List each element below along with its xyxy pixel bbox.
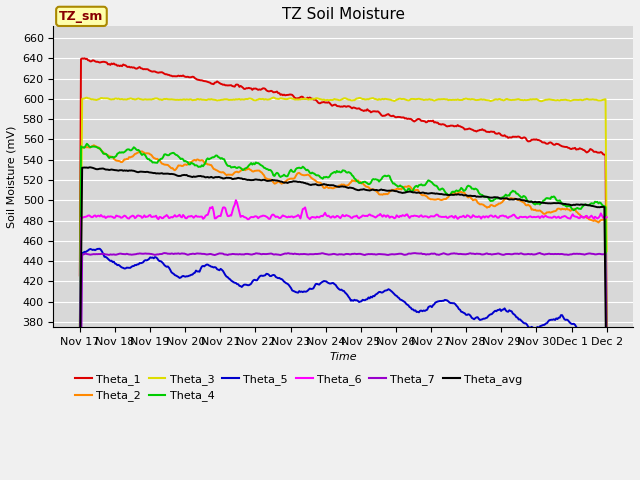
Theta_avg <box>603 405 611 410</box>
Theta_3 <box>603 248 611 254</box>
Text: TZ_sm: TZ_sm <box>60 10 104 23</box>
Theta_4 <box>374 177 381 183</box>
Theta_1 <box>136 64 143 70</box>
Theta_7 <box>603 364 611 370</box>
Theta_3 <box>582 96 589 102</box>
Line: Theta_avg: Theta_avg <box>80 168 607 408</box>
Theta_6 <box>458 214 466 219</box>
Theta_7 <box>76 479 84 480</box>
Theta_2 <box>76 332 84 338</box>
Theta_avg <box>458 192 466 198</box>
Theta_6 <box>76 459 84 465</box>
Theta_5 <box>136 260 143 266</box>
Line: Theta_3: Theta_3 <box>80 97 607 403</box>
Theta_2 <box>165 163 173 169</box>
Theta_1 <box>582 149 589 155</box>
Theta_7 <box>596 251 604 257</box>
Theta_avg <box>165 171 173 177</box>
Theta_4 <box>83 141 91 147</box>
Theta_4 <box>596 200 604 205</box>
Line: Theta_6: Theta_6 <box>80 200 607 462</box>
Theta_3 <box>374 97 381 103</box>
Theta_3 <box>596 97 604 103</box>
Line: Theta_4: Theta_4 <box>80 144 607 374</box>
Theta_4 <box>76 331 84 337</box>
Theta_4 <box>458 186 466 192</box>
Theta_2 <box>603 379 611 385</box>
Theta_7 <box>134 251 142 257</box>
Theta_4 <box>582 202 589 207</box>
Theta_6 <box>582 213 589 219</box>
Theta_2 <box>458 190 466 195</box>
Y-axis label: Soil Moisture (mV): Soil Moisture (mV) <box>7 125 17 228</box>
Theta_1 <box>81 55 88 61</box>
Theta_5 <box>596 330 604 336</box>
Theta_avg <box>76 381 84 387</box>
Line: Theta_1: Theta_1 <box>80 58 607 338</box>
Theta_1 <box>374 108 381 114</box>
Theta_1 <box>76 273 84 278</box>
Theta_4 <box>136 148 143 154</box>
Theta_1 <box>165 72 173 78</box>
Theta_2 <box>582 214 589 220</box>
Theta_2 <box>90 143 98 148</box>
Theta_5 <box>96 246 104 252</box>
Line: Theta_5: Theta_5 <box>80 249 607 456</box>
Line: Theta_2: Theta_2 <box>80 145 607 382</box>
Theta_avg <box>596 204 604 210</box>
Theta_5 <box>603 453 611 458</box>
Theta_3 <box>164 96 172 102</box>
Theta_4 <box>165 152 173 158</box>
Theta_2 <box>374 190 381 195</box>
Theta_1 <box>458 124 466 130</box>
Theta_5 <box>374 290 381 296</box>
Title: TZ Soil Moisture: TZ Soil Moisture <box>282 7 404 22</box>
Theta_1 <box>596 150 604 156</box>
Line: Theta_7: Theta_7 <box>80 253 607 480</box>
Theta_5 <box>165 265 173 271</box>
Theta_7 <box>458 251 465 257</box>
Theta_3 <box>134 96 142 101</box>
Theta_3 <box>76 400 84 406</box>
Theta_2 <box>136 149 143 155</box>
Theta_1 <box>603 336 611 341</box>
Theta_5 <box>582 330 589 336</box>
Theta_6 <box>374 213 381 218</box>
Theta_6 <box>232 197 240 203</box>
Theta_7 <box>164 251 172 257</box>
X-axis label: Time: Time <box>330 352 357 362</box>
Theta_6 <box>603 214 611 220</box>
Theta_avg <box>582 202 589 208</box>
Theta_3 <box>269 95 277 100</box>
Theta_7 <box>536 250 543 256</box>
Theta_3 <box>458 97 466 103</box>
Theta_5 <box>458 309 466 315</box>
Legend: Theta_1, Theta_2, Theta_3, Theta_4, Theta_5, Theta_6, Theta_7, Theta_avg: Theta_1, Theta_2, Theta_3, Theta_4, Thet… <box>70 370 527 406</box>
Theta_5 <box>76 402 84 408</box>
Theta_6 <box>164 214 172 219</box>
Theta_4 <box>603 372 611 377</box>
Theta_avg <box>86 165 94 170</box>
Theta_2 <box>596 218 604 224</box>
Theta_6 <box>596 214 604 219</box>
Theta_7 <box>373 252 381 257</box>
Theta_7 <box>582 252 589 257</box>
Theta_avg <box>136 169 143 175</box>
Theta_avg <box>374 188 381 193</box>
Theta_6 <box>134 213 142 218</box>
